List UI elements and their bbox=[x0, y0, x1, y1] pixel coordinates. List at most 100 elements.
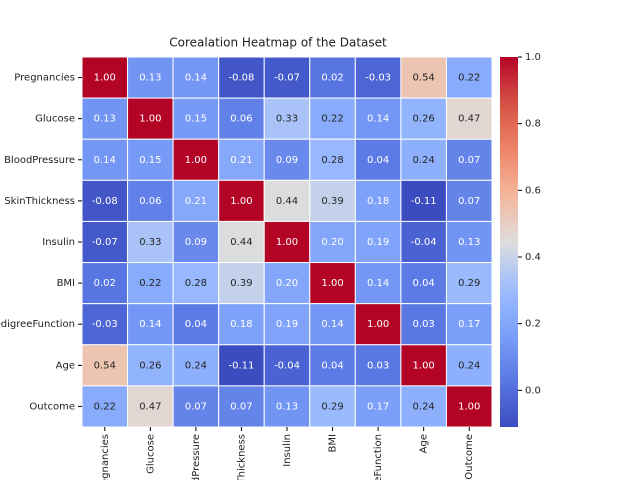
cell-label: -0.07 bbox=[274, 73, 300, 84]
cell-label: -0.11 bbox=[229, 360, 255, 371]
cell-label: 0.14 bbox=[367, 114, 389, 125]
cell-label: -0.04 bbox=[274, 360, 300, 371]
cell-label: 1.00 bbox=[139, 114, 161, 125]
cell-label: 0.26 bbox=[139, 360, 161, 371]
cell-label: 0.24 bbox=[185, 360, 207, 371]
cell-label: 0.24 bbox=[413, 155, 435, 166]
cell-label: 0.54 bbox=[94, 360, 116, 371]
heatmap-cell bbox=[354, 385, 402, 428]
cell-label: 0.07 bbox=[458, 196, 480, 207]
cell-label: 0.33 bbox=[139, 237, 161, 248]
cell-label: 0.28 bbox=[321, 155, 343, 166]
heatmap-cell bbox=[218, 385, 265, 428]
cell-label: 0.44 bbox=[230, 237, 252, 248]
x-tick-label: DiabetesPedigreeFunction bbox=[373, 434, 384, 480]
heatmap-cell bbox=[445, 385, 493, 428]
heatmap-cell bbox=[263, 97, 311, 140]
cell-label: 0.13 bbox=[94, 114, 116, 125]
heatmap-cell bbox=[81, 220, 129, 264]
y-tick-label: BMI bbox=[57, 278, 75, 289]
heatmap-cell bbox=[445, 138, 493, 181]
x-tick-label: BloodPressure bbox=[191, 434, 202, 480]
cell-label: -0.04 bbox=[411, 237, 437, 248]
heatmap-cell bbox=[81, 97, 129, 140]
cell-label: 0.29 bbox=[321, 401, 343, 412]
heatmap-cell bbox=[218, 262, 265, 305]
heatmap-cell bbox=[263, 385, 311, 428]
colorbar bbox=[500, 57, 518, 427]
cell-label: 0.13 bbox=[276, 401, 298, 412]
cell-label: 0.17 bbox=[458, 319, 480, 330]
cell-label: 0.09 bbox=[276, 155, 298, 166]
heatmap-cell bbox=[263, 344, 311, 387]
heatmap-cell bbox=[400, 262, 447, 305]
cell-label: 0.13 bbox=[458, 237, 480, 248]
cell-label: 0.22 bbox=[321, 114, 343, 125]
heatmap-cell bbox=[445, 97, 493, 140]
y-tick-label: Pregnancies bbox=[14, 73, 75, 84]
cell-label: 0.47 bbox=[139, 401, 161, 412]
heatmap-cell bbox=[127, 262, 174, 305]
heatmap-cell bbox=[309, 220, 356, 264]
heatmap-cell bbox=[309, 385, 356, 428]
cell-label: 0.21 bbox=[230, 155, 252, 166]
x-tick-label: Pregnancies bbox=[100, 434, 111, 480]
heatmap-cell bbox=[172, 385, 220, 428]
cell-label: 0.06 bbox=[230, 114, 252, 125]
cell-label: 0.15 bbox=[139, 155, 161, 166]
cell-label: 0.39 bbox=[321, 196, 343, 207]
y-tick-label: BloodPressure bbox=[4, 155, 75, 166]
cell-label: 0.28 bbox=[185, 278, 207, 289]
cell-label: 0.14 bbox=[94, 155, 116, 166]
cell-label: 0.22 bbox=[458, 73, 480, 84]
cell-label: 0.39 bbox=[230, 278, 252, 289]
heatmap-cell bbox=[172, 138, 220, 181]
heatmap-cell bbox=[218, 344, 265, 387]
heatmap-cell bbox=[172, 220, 220, 264]
heatmap-cell bbox=[263, 303, 311, 346]
cell-label: 0.09 bbox=[185, 237, 207, 248]
cell-label: 0.19 bbox=[367, 237, 389, 248]
heatmap-cell bbox=[81, 179, 129, 222]
cell-label: 0.33 bbox=[276, 114, 298, 125]
cell-label: 1.00 bbox=[321, 278, 343, 289]
cell-label: -0.03 bbox=[92, 319, 118, 330]
colorbar-tick-label: 1.0 bbox=[525, 52, 541, 63]
cell-label: 1.00 bbox=[367, 319, 389, 330]
y-tick-label: Age bbox=[56, 360, 75, 371]
heatmap-cell bbox=[172, 97, 220, 140]
heatmap-cell bbox=[81, 344, 129, 387]
cell-label: -0.07 bbox=[92, 237, 118, 248]
y-tick-label: Glucose bbox=[35, 114, 75, 125]
cell-label: 0.29 bbox=[458, 278, 480, 289]
cell-label: -0.11 bbox=[411, 196, 437, 207]
cell-label: 1.00 bbox=[185, 155, 207, 166]
heatmap-cell bbox=[263, 138, 311, 181]
heatmap-cell bbox=[354, 97, 402, 140]
heatmap-cell bbox=[400, 97, 447, 140]
cell-label: 0.02 bbox=[321, 73, 343, 84]
heatmap-cell bbox=[445, 344, 493, 387]
cell-label: 1.00 bbox=[276, 237, 298, 248]
cell-label: 0.24 bbox=[458, 360, 480, 371]
cell-label: 1.00 bbox=[413, 360, 435, 371]
cell-label: 0.07 bbox=[185, 401, 207, 412]
cell-label: 0.22 bbox=[139, 278, 161, 289]
cell-label: 0.14 bbox=[185, 73, 207, 84]
cell-label: 0.20 bbox=[276, 278, 298, 289]
heatmap-cell bbox=[127, 138, 174, 181]
colorbar-tick-label: 0.6 bbox=[525, 185, 541, 196]
y-tick-label: SkinThickness bbox=[4, 196, 75, 207]
heatmap-cell bbox=[354, 344, 402, 387]
heatmap-cell bbox=[309, 344, 356, 387]
heatmap-cell bbox=[263, 262, 311, 305]
cell-label: 0.14 bbox=[367, 278, 389, 289]
heatmap-cell bbox=[127, 385, 174, 428]
cell-label: 0.18 bbox=[230, 319, 252, 330]
cell-label: 0.14 bbox=[139, 319, 161, 330]
heatmap-cell bbox=[127, 303, 174, 346]
y-tick-label: DiabetesPedigreeFunction bbox=[0, 319, 75, 330]
cell-label: 0.44 bbox=[276, 196, 298, 207]
heatmap-cell bbox=[400, 56, 447, 99]
